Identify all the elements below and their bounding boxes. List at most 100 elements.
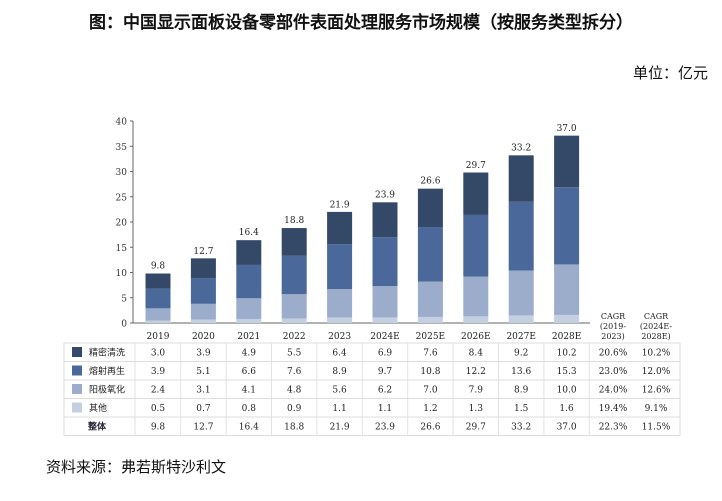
- bar-segment: [417, 316, 443, 323]
- cagr-header: 2023): [601, 332, 624, 341]
- table-cell: 6.9: [378, 349, 393, 359]
- bar-segment: [508, 315, 534, 323]
- bar-segment: [281, 255, 307, 295]
- x-tick-label: 2022: [283, 332, 306, 342]
- table-cell: 5.5: [287, 349, 302, 359]
- legend-label: 熔射再生: [89, 365, 125, 377]
- x-tick-label: 2025E: [416, 332, 445, 342]
- table-cagr-cell: 11.5%: [642, 423, 671, 433]
- table-border: [63, 342, 681, 436]
- bar-segment: [463, 214, 489, 277]
- table-cell: 12.2: [466, 367, 486, 377]
- bar-segment: [508, 155, 534, 202]
- legend-label: 整体: [87, 421, 107, 433]
- bar-segment: [417, 281, 443, 317]
- bar-segment: [281, 294, 307, 319]
- bar-segment: [554, 135, 580, 188]
- bar-segment: [145, 273, 171, 289]
- table-cell: 15.3: [557, 367, 577, 377]
- table-cagr-cell: 22.3%: [599, 423, 628, 433]
- table-cell: 4.9: [242, 349, 257, 359]
- bar-segment: [463, 316, 489, 323]
- table-cagr-cell: 20.6%: [599, 349, 628, 359]
- bar-segment: [145, 288, 171, 309]
- table-cell: 4.1: [242, 386, 256, 396]
- bar-total-label: 9.8: [151, 262, 166, 272]
- y-tick-label: 15: [116, 244, 128, 254]
- table-cagr-cell: 23.0%: [599, 367, 628, 377]
- table-cell: 3.9: [196, 349, 211, 359]
- table-cell: 1.5: [514, 404, 529, 414]
- table-cell: 1.6: [559, 404, 574, 414]
- legend-swatch: [72, 365, 82, 376]
- bar-total-label: 21.9: [330, 200, 350, 210]
- table-cell: 7.9: [469, 386, 484, 396]
- table-cell: 37.0: [557, 423, 577, 433]
- x-tick-label: 2020: [192, 332, 215, 342]
- table-cagr-cell: 12.0%: [642, 367, 671, 377]
- y-tick-label: 10: [116, 269, 128, 279]
- chart-title: 图：中国显示面板设备零部件表面处理服务市场规模（按服务类型拆分）: [89, 13, 633, 33]
- table-cell: 5.1: [196, 367, 210, 377]
- bar-segment: [372, 202, 398, 238]
- table-cell: 0.5: [151, 404, 166, 414]
- cagr-header: (2024E-: [640, 322, 672, 331]
- table-cell: 18.8: [284, 423, 304, 433]
- table-cell: 9.2: [514, 349, 528, 359]
- y-tick-label: 35: [116, 143, 128, 153]
- table-cell: 6.2: [378, 386, 392, 396]
- bar-segment: [327, 317, 353, 323]
- cagr-header: 2028E): [641, 332, 670, 341]
- table-cell: 4.8: [287, 386, 302, 396]
- bar-segment: [463, 172, 489, 215]
- bar-segment: [190, 278, 216, 304]
- bar-segment: [372, 286, 398, 318]
- x-tick-label: 2026E: [461, 332, 490, 342]
- x-tick-label: 2019: [147, 332, 170, 342]
- bar-total-label: 16.4: [239, 228, 259, 238]
- bar-segment: [236, 240, 262, 265]
- table-cell: 3.1: [196, 386, 210, 396]
- legend-label: 阳极氧化: [89, 384, 125, 396]
- y-tick-label: 30: [116, 168, 128, 178]
- bar-total-label: 37.0: [557, 124, 577, 134]
- legend-label: 精密清洗: [89, 347, 125, 359]
- table-cell: 1.3: [469, 404, 484, 414]
- table-cell: 1.1: [378, 404, 392, 414]
- bar-segment: [554, 187, 580, 265]
- table-cagr-cell: 10.2%: [642, 349, 671, 359]
- x-tick-label: 2027E: [506, 332, 535, 342]
- table-cell: 7.6: [423, 349, 438, 359]
- table-cell: 6.4: [332, 349, 347, 359]
- table-cell: 5.6: [332, 386, 347, 396]
- bar-segment: [190, 319, 216, 323]
- table-cell: 21.9: [330, 423, 350, 433]
- bar-segment: [190, 303, 216, 320]
- table-cell: 26.6: [420, 423, 440, 433]
- bar-segment: [508, 201, 534, 271]
- table-cell: 9.8: [151, 423, 166, 433]
- bar-segment: [554, 314, 580, 323]
- table-cell: 1.2: [423, 404, 437, 414]
- legend-swatch: [72, 384, 82, 394]
- y-tick-label: 25: [116, 193, 128, 203]
- table-cagr-cell: 12.6%: [642, 386, 671, 396]
- table-cell: 8.4: [469, 349, 484, 359]
- y-tick-label: 40: [116, 118, 128, 128]
- table-cell: 13.6: [511, 367, 531, 377]
- bar-segment: [417, 188, 443, 228]
- x-tick-label: 2023: [328, 332, 351, 342]
- cagr-header: CAGR: [601, 312, 626, 321]
- legend-swatch: [72, 402, 82, 413]
- table-cell: 10.8: [420, 367, 440, 377]
- bar-segment: [145, 320, 171, 323]
- y-tick-label: 5: [121, 294, 127, 304]
- table-cagr-cell: 9.1%: [645, 404, 668, 414]
- legend-label: 其他: [89, 402, 107, 414]
- table-cell: 9.7: [378, 367, 393, 377]
- table-cagr-cell: 19.4%: [599, 404, 628, 414]
- bar-segment: [327, 289, 353, 318]
- table-cell: 16.4: [239, 423, 259, 433]
- table-cell: 10.0: [557, 386, 577, 396]
- bar-total-label: 18.8: [284, 216, 304, 226]
